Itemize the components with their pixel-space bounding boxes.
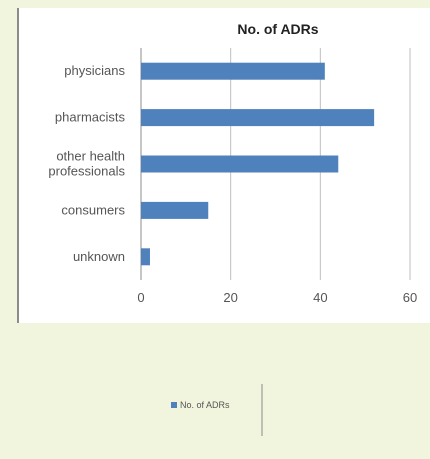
legend: No. of ADRs [171,384,263,436]
bar [141,62,325,80]
chart-title: No. of ADRs [237,21,318,37]
category-labels: physicians pharmacists other healthprofess… [48,63,125,264]
bar [141,109,375,127]
x-tick-label: 0 [137,290,144,305]
x-tick-label: 20 [223,290,237,305]
category-label: professionals [48,164,125,179]
bar [141,155,339,173]
x-tick-labels: 0 20 40 60 [137,290,417,305]
bar [141,201,209,219]
x-tick-label: 60 [403,290,417,305]
x-tick-label: 40 [313,290,327,305]
category-label: physicians [64,63,125,78]
legend-label: No. of ADRs [180,400,230,410]
bar [141,248,150,266]
category-label: consumers [61,202,125,217]
category-label: unknown [73,249,125,264]
category-label: pharmacists [55,110,126,125]
bar-series [141,62,375,266]
legend-swatch [171,402,177,408]
category-label: other health [56,149,125,164]
